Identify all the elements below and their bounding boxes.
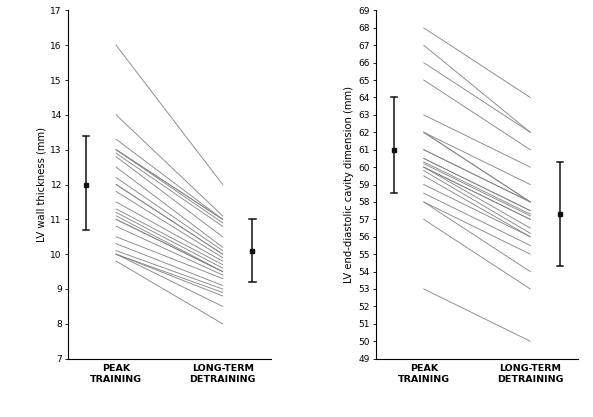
Y-axis label: LV wall thickness (mm): LV wall thickness (mm) bbox=[36, 127, 46, 242]
Y-axis label: LV end-diastolic cavity dimension (mm): LV end-diastolic cavity dimension (mm) bbox=[344, 86, 354, 283]
